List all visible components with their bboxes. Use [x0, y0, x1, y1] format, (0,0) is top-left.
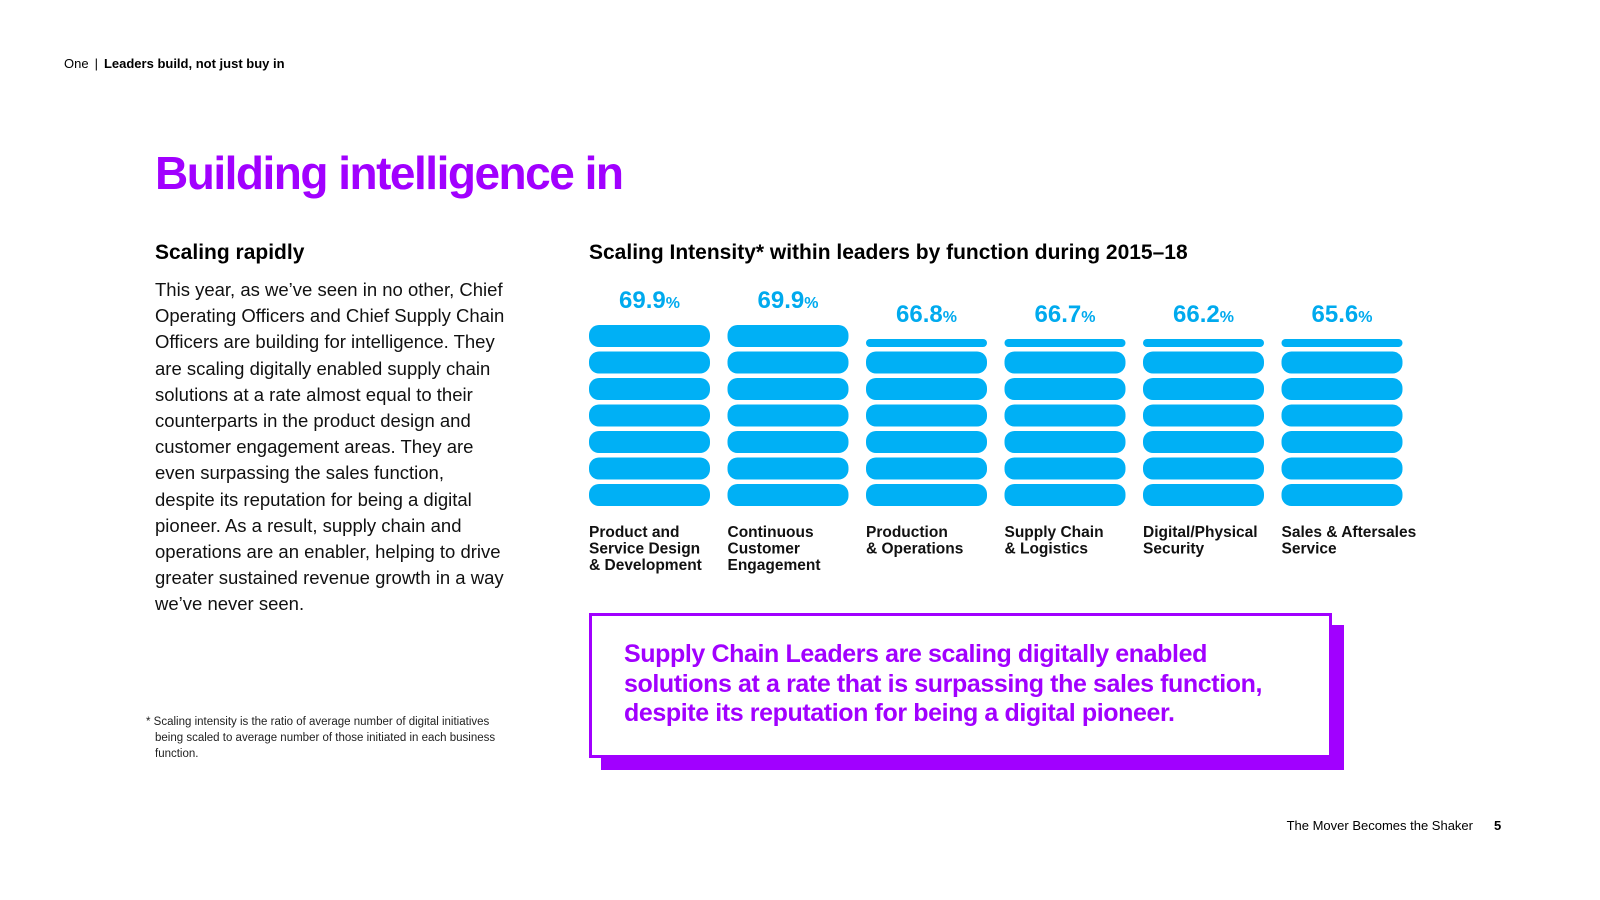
category-label: Product and Service Design & Development	[589, 524, 702, 574]
bar-segment	[866, 431, 987, 453]
bar-segment	[589, 404, 710, 427]
bar-segment	[1004, 484, 1126, 506]
bar-segment	[589, 457, 710, 480]
value-label: 65.6%	[1312, 301, 1373, 328]
bar-6	[1281, 339, 1403, 506]
body-text: This year, as we’ve seen in no other, Ch…	[155, 279, 505, 615]
bar-2	[727, 325, 849, 506]
bar-segment	[1281, 378, 1403, 400]
bar-segment	[1143, 351, 1264, 374]
bar-segment	[866, 339, 987, 347]
value-label: 66.8%	[896, 301, 957, 328]
category-label: Continuous Customer Engagement	[728, 524, 821, 574]
bar-segment	[1004, 378, 1126, 400]
bar-chart: 69.9% Product and Service Design & Developm…	[589, 287, 1417, 574]
bar-segment	[727, 431, 849, 453]
chart-title: Scaling Intensity* within leaders by fun…	[589, 241, 1188, 264]
breadcrumb-separator: |	[94, 56, 98, 71]
bar-segment	[589, 325, 710, 347]
breadcrumb-section: One	[64, 56, 89, 71]
bar-segment	[1281, 404, 1403, 427]
bar-segment	[1281, 431, 1403, 453]
bar-segment	[727, 351, 849, 374]
breadcrumb-current: Leaders build, not just buy in	[103, 56, 285, 71]
bar-segment	[727, 325, 849, 347]
bar-segment	[589, 431, 710, 453]
value-label: 69.9%	[758, 287, 819, 314]
value-label: 69.9%	[619, 287, 680, 314]
bar-segment	[1004, 404, 1126, 427]
bar-segment	[1004, 431, 1126, 453]
bar-segment	[1004, 457, 1126, 480]
callout-box: Supply Chain Leaders are scaling digital…	[589, 613, 1332, 758]
bar-segment	[1143, 484, 1264, 506]
bar-segment	[1281, 339, 1403, 347]
bar-segment	[1004, 351, 1126, 374]
bar-segment	[1143, 378, 1264, 400]
bar-segment	[1004, 339, 1126, 347]
category-label: Sales & Aftersales Service	[1282, 524, 1417, 558]
bar-segment	[1281, 484, 1403, 506]
category-label: Production & Operations	[866, 524, 963, 558]
bar-4	[1004, 339, 1126, 506]
bar-segment	[866, 378, 987, 400]
bar-segment	[866, 404, 987, 427]
bar-segment	[589, 351, 710, 374]
bar-segment	[866, 351, 987, 374]
bar-segment	[727, 378, 849, 400]
category-label: Digital/Physical Security	[1143, 524, 1258, 558]
bar-segment	[866, 457, 987, 480]
bar-segment	[1143, 457, 1264, 480]
category-label: Supply Chain & Logistics	[1005, 524, 1104, 558]
value-label: 66.2%	[1173, 301, 1234, 328]
bar-segment	[1143, 431, 1264, 453]
footnote: * Scaling intensity is the ratio of aver…	[146, 716, 496, 760]
bar-segment	[589, 484, 710, 506]
bar-segment	[1143, 339, 1264, 347]
section-heading: Scaling rapidly	[155, 241, 305, 264]
bar-segment	[1281, 457, 1403, 480]
bar-5	[1143, 339, 1264, 506]
bar-segment	[1143, 404, 1264, 427]
bar-1	[589, 325, 710, 506]
bar-3	[866, 339, 987, 506]
page-title: Building intelligence in	[155, 147, 624, 199]
bar-segment	[1281, 351, 1403, 374]
bar-segment	[727, 457, 849, 480]
page-number: 5	[1494, 818, 1502, 833]
footer-title: The Mover Becomes the Shaker	[1286, 818, 1473, 833]
bar-segment	[727, 484, 849, 506]
breadcrumb: One | Leaders build, not just buy in	[64, 56, 285, 71]
bar-segment	[866, 484, 987, 506]
bar-segment	[589, 378, 710, 400]
callout-text: Supply Chain Leaders are scaling digital…	[624, 640, 1263, 727]
bar-segment	[727, 404, 849, 427]
value-label: 66.7%	[1035, 301, 1096, 328]
